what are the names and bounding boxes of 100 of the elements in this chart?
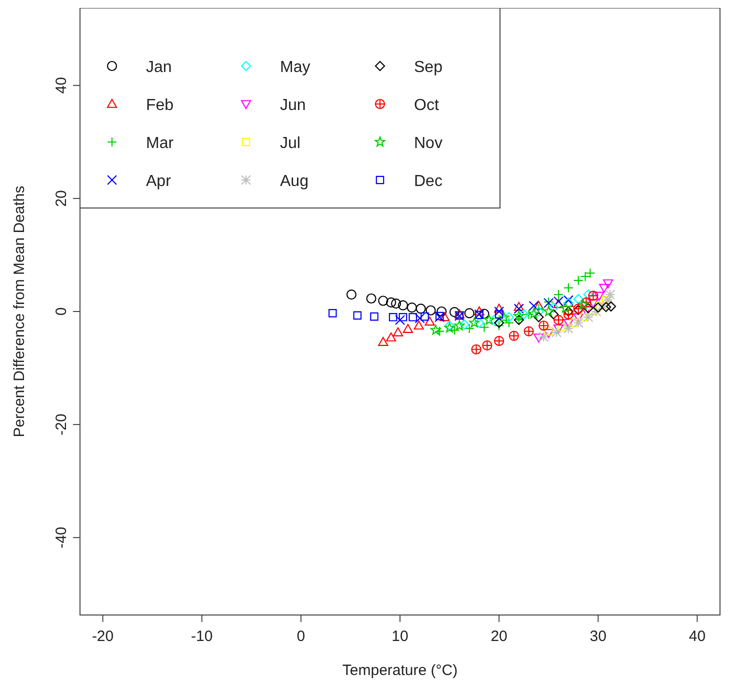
- point: [514, 310, 524, 321]
- point: [544, 329, 554, 338]
- legend-label: Aug: [280, 173, 308, 190]
- point: [602, 296, 610, 304]
- legend-label: Jan: [146, 59, 172, 76]
- point: [398, 313, 408, 322]
- point: [388, 313, 398, 322]
- point: [528, 300, 539, 311]
- x-tick-label: -10: [191, 628, 213, 645]
- point: [578, 299, 589, 310]
- y-tick-label: 20: [53, 190, 70, 207]
- point: [414, 313, 425, 324]
- point: [474, 318, 484, 328]
- point: [378, 296, 388, 306]
- y-tick-label: 0: [53, 307, 70, 316]
- point: [588, 299, 598, 308]
- point: [471, 344, 482, 354]
- point: [420, 312, 429, 321]
- point: [557, 323, 566, 332]
- point: [560, 302, 571, 313]
- point: [534, 300, 544, 310]
- point: [440, 312, 450, 322]
- point: [534, 312, 544, 322]
- point: [603, 295, 614, 306]
- point: [581, 297, 592, 308]
- x-tick-label: 0: [296, 628, 306, 645]
- point: [553, 324, 564, 334]
- legend-label: Sep: [414, 59, 443, 76]
- x-axis-title: Temperature (°C): [342, 662, 458, 679]
- y-tick-label: 40: [53, 77, 70, 94]
- y-tick-label: -20: [53, 414, 70, 436]
- point: [544, 327, 553, 336]
- y-axis-title: Percent Difference from Mean Deaths: [11, 186, 28, 438]
- point: [563, 318, 574, 328]
- point: [489, 314, 500, 326]
- point: [416, 304, 426, 314]
- point: [534, 306, 544, 317]
- point: [494, 306, 504, 317]
- point: [479, 308, 490, 319]
- point: [583, 289, 594, 300]
- point: [601, 302, 612, 312]
- legend-label: Nov: [414, 135, 442, 152]
- point: [553, 299, 564, 308]
- point: [589, 307, 598, 316]
- point: [563, 306, 574, 317]
- x-tick-label: 20: [490, 628, 508, 645]
- point: [553, 314, 564, 326]
- point: [449, 307, 460, 318]
- legend-label: May: [280, 59, 310, 76]
- legend-label: Feb: [146, 97, 174, 114]
- point: [394, 314, 406, 326]
- point: [594, 292, 604, 301]
- point: [514, 304, 524, 314]
- point: [414, 320, 424, 330]
- point: [402, 324, 413, 333]
- point: [353, 311, 362, 320]
- point: [494, 336, 504, 346]
- point: [494, 318, 504, 328]
- point: [390, 298, 402, 309]
- legend-label: Dec: [414, 173, 442, 190]
- point: [474, 306, 484, 316]
- point: [593, 302, 604, 313]
- point: [573, 294, 584, 304]
- point: [518, 309, 529, 320]
- point: [583, 303, 594, 314]
- point: [573, 313, 584, 322]
- legend-label: Jul: [280, 135, 300, 152]
- point: [543, 306, 554, 316]
- point: [508, 330, 519, 341]
- point: [386, 332, 396, 342]
- point: [596, 302, 604, 310]
- point: [524, 326, 534, 336]
- point: [370, 312, 378, 321]
- x-tick-label: 10: [392, 628, 408, 645]
- x-tick-label: 30: [590, 628, 606, 645]
- x-tick-label: -20: [92, 628, 114, 645]
- point: [588, 290, 598, 301]
- point: [469, 317, 480, 328]
- point: [392, 327, 404, 336]
- point: [386, 297, 396, 308]
- legend-label: Mar: [146, 135, 174, 152]
- point: [494, 310, 504, 318]
- point: [603, 279, 614, 288]
- point: [430, 324, 441, 335]
- point: [459, 319, 470, 330]
- point: [548, 309, 559, 320]
- point: [406, 302, 417, 313]
- point: [436, 306, 447, 317]
- point: [538, 320, 549, 331]
- point: [604, 289, 616, 300]
- point: [504, 312, 514, 322]
- point: [514, 302, 524, 311]
- point: [606, 301, 616, 312]
- point: [464, 308, 474, 318]
- point: [569, 318, 578, 327]
- point: [378, 336, 388, 346]
- legend-label: Apr: [146, 173, 172, 190]
- point: [482, 340, 492, 350]
- point: [426, 305, 436, 316]
- legend-label: Jun: [280, 97, 306, 114]
